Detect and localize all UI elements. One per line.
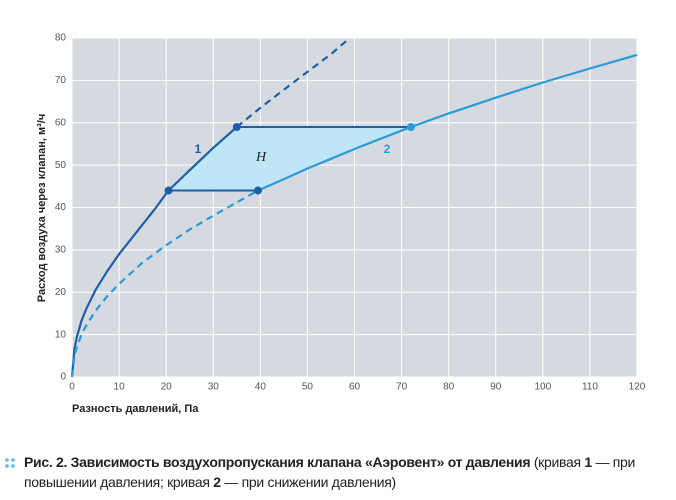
y-tick-label: 40 <box>55 202 67 213</box>
point <box>164 186 173 195</box>
figure-caption: Рис. 2. Зависимость воздухопропускания к… <box>24 452 674 492</box>
x-tick-label: 110 <box>582 382 598 393</box>
x-tick-label: 20 <box>161 382 173 393</box>
x-axis-label: Разность давлений, Па <box>72 403 199 415</box>
point <box>232 122 241 131</box>
caption-part: (кривая <box>530 454 585 470</box>
caption-part: — при снижении давления) <box>220 474 396 490</box>
y-tick-label: 20 <box>55 287 67 298</box>
caption-icon <box>5 458 15 468</box>
caption-part: — при повышении давления; кривая <box>24 454 636 490</box>
hysteresis-area <box>168 127 411 191</box>
y-tick-label: 0 <box>60 372 66 383</box>
annotation: 1 <box>195 142 202 156</box>
caption-part: Рис. 2. Зависимость воздухопропускания к… <box>24 454 531 470</box>
x-tick-label: 0 <box>69 382 75 393</box>
curve <box>236 37 351 128</box>
y-tick-label: 70 <box>55 75 67 86</box>
x-tick-label: 80 <box>443 382 455 393</box>
curve <box>70 126 238 378</box>
x-tick-label: 30 <box>208 382 220 393</box>
annotation: H <box>255 150 267 165</box>
x-tick-label: 70 <box>396 382 408 393</box>
y-tick-label: 60 <box>55 117 67 128</box>
y-tick-label: 30 <box>55 245 67 256</box>
x-tick-label: 100 <box>534 382 551 393</box>
y-tick-label: 50 <box>55 160 67 171</box>
x-tick-label: 120 <box>629 382 646 393</box>
curve <box>70 189 259 378</box>
x-tick-label: 50 <box>302 382 314 393</box>
x-tick-label: 40 <box>255 382 267 393</box>
annotation: 2 <box>384 142 391 156</box>
caption-part: 1 <box>584 454 592 470</box>
curve <box>257 53 638 192</box>
x-tick-label: 60 <box>349 382 361 393</box>
x-tick-label: 10 <box>114 382 126 393</box>
y-axis-label: Расход воздуха через клапан, м³/ч <box>36 114 48 302</box>
point <box>253 186 262 195</box>
caption-part: 2 <box>213 474 221 490</box>
chart: Разность давлений, Па Расход воздуха чер… <box>36 33 646 415</box>
y-tick-label: 10 <box>55 329 67 340</box>
x-tick-label: 90 <box>490 382 502 393</box>
point <box>407 122 415 131</box>
y-tick-label: 80 <box>55 33 67 44</box>
